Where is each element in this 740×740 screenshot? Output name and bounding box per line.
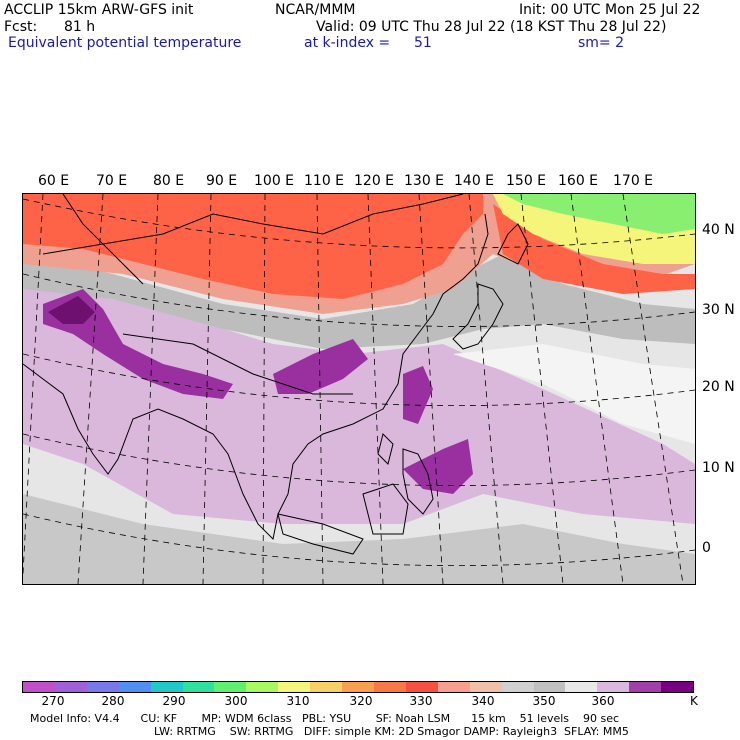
center-label: NCAR/MMM <box>275 2 356 18</box>
forecast-hours: 81 h <box>64 19 96 35</box>
lon-label: 80 E <box>153 173 185 189</box>
model-info-line2: LW: RRTMG SW: RRTMG DIFF: simple KM: 2D … <box>154 725 629 738</box>
level-value: 51 <box>414 35 432 51</box>
map-canvas <box>23 194 695 584</box>
lat-label: 20 N <box>702 379 735 395</box>
colorbar-swatch <box>118 682 151 692</box>
forecast-label: Fcst: <box>4 19 38 35</box>
colorbar-tick: 270 <box>41 694 65 708</box>
lon-label: 120 E <box>354 173 395 189</box>
lon-label: 170 E <box>613 173 654 189</box>
lon-label: 150 E <box>506 173 547 189</box>
colorbar-tick: 300 <box>224 694 248 708</box>
colorbar-tick: 330 <box>409 694 433 708</box>
model-info-line1: Model Info: V4.4 CU: KF MP: WDM 6class P… <box>30 712 620 725</box>
colorbar-swatch <box>342 682 374 692</box>
colorbar-swatch <box>86 682 119 692</box>
colorbar-swatch <box>629 682 662 692</box>
lat-label: 30 N <box>702 302 735 318</box>
philippine-sea-purple <box>403 439 473 494</box>
arctic-red-band <box>493 204 695 294</box>
colorbar-swatch <box>565 682 598 692</box>
colorbar-tick: 340 <box>471 694 495 708</box>
colorbar-swatch <box>23 682 55 692</box>
colorbar-swatch <box>182 682 215 692</box>
northeast-green-region <box>503 194 695 234</box>
coastlines <box>23 194 529 555</box>
lon-label: 130 E <box>404 173 445 189</box>
colorbar-tick: 290 <box>162 694 186 708</box>
colorbar-swatch <box>597 682 630 692</box>
level-label: at k-index = <box>304 35 391 51</box>
gray-band-south <box>23 494 695 584</box>
lon-label: 60 E <box>38 173 70 189</box>
valid-time: Valid: 09 UTC Thu 28 Jul 22 (18 KST Thu … <box>316 19 667 35</box>
colorbar-swatch <box>54 682 87 692</box>
colorbar-swatch <box>150 682 183 692</box>
lon-label: 140 E <box>454 173 495 189</box>
model-title: ACCLIP 15km ARW-GFS init <box>4 2 194 18</box>
colorbar-swatch <box>310 682 343 692</box>
himalaya-dark-core <box>48 296 95 324</box>
colorbar-tick: 280 <box>101 694 125 708</box>
colorbar-swatch <box>437 682 470 692</box>
colorbar-swatch <box>533 682 566 692</box>
colorbar <box>22 681 694 693</box>
lat-label: 40 N <box>702 222 735 238</box>
colorbar-swatch <box>501 682 534 692</box>
colorbar-tick: 360 <box>591 694 615 708</box>
smoothing-label: sm= 2 <box>578 35 625 51</box>
map-panel <box>22 193 696 585</box>
colorbar-swatch <box>278 682 311 692</box>
lon-label: 90 E <box>206 173 238 189</box>
colorbar-swatch <box>373 682 406 692</box>
colorbar-swatch <box>246 682 279 692</box>
lat-label: 0 <box>702 540 711 556</box>
init-time: Init: 00 UTC Mon 25 Jul 22 <box>519 2 701 18</box>
colorbar-swatch <box>405 682 438 692</box>
lat-label: 10 N <box>702 460 735 476</box>
colorbar-tick: 310 <box>286 694 310 708</box>
colorbar-tick: 320 <box>349 694 373 708</box>
colorbar-swatch <box>469 682 502 692</box>
lon-label: 70 E <box>96 173 128 189</box>
east-china-sea-purple <box>403 366 433 424</box>
graticule <box>23 194 695 584</box>
high-latitude-red-region <box>23 194 483 299</box>
china-purple-region <box>273 339 368 394</box>
lon-label: 100 E <box>254 173 295 189</box>
colorbar-unit: K <box>690 694 698 708</box>
pale-ocean-region <box>453 344 695 444</box>
lon-label: 110 E <box>304 173 345 189</box>
lon-label: 160 E <box>558 173 599 189</box>
colorbar-tick: 350 <box>532 694 556 708</box>
colorbar-swatch <box>661 682 694 692</box>
colorbar-swatch <box>214 682 247 692</box>
field-name: Equivalent potential temperature <box>8 35 242 51</box>
